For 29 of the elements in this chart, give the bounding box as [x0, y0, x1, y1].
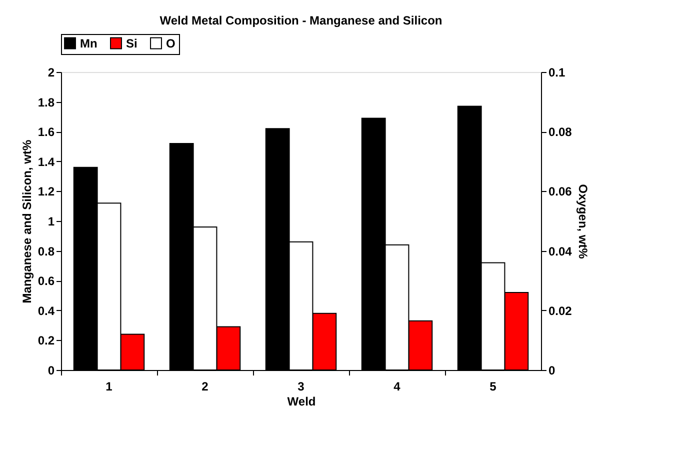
y2-tick-label: 0.02: [548, 304, 572, 318]
y-tick-label: 2: [48, 66, 55, 80]
legend-label: O: [166, 36, 176, 50]
legend-label: Mn: [80, 36, 98, 50]
y2-tick-label: 0.1: [548, 66, 566, 80]
y-tick-label: 1.8: [38, 95, 55, 110]
y-tick-label: 0.6: [38, 274, 55, 288]
y-tick-label: 1: [48, 214, 55, 228]
y-tick-label: 0.4: [38, 304, 55, 318]
chart-title: Weld Metal Composition - Manganese and Silicon: [160, 14, 442, 28]
y-tick-label: 0.2: [38, 334, 55, 348]
y2-tick-label: 0: [548, 364, 556, 378]
y2-tick-label: 0.06: [548, 184, 572, 199]
y-tick-label: 0: [48, 364, 55, 378]
y-axis-title: Manganese and Silicon, wt%: [20, 139, 34, 304]
y2-tick-label: 0.04: [548, 244, 572, 258]
y-tick-label: 1.2: [38, 184, 55, 199]
x-tick-label: 5: [490, 380, 497, 394]
x-tick-label: 3: [298, 380, 305, 394]
y-tick-label: 1.6: [38, 125, 55, 140]
x-axis-title: Weld: [287, 394, 316, 408]
x-tick-label: 4: [394, 380, 401, 394]
y-tick-label: 1.4: [38, 154, 55, 169]
x-tick-label: 1: [106, 380, 113, 394]
y2-tick-label: 0.08: [548, 125, 572, 140]
legend-label: Si: [126, 36, 138, 50]
y2-axis-title: Oxygen, wt%: [576, 184, 590, 260]
x-tick-label: 2: [202, 380, 209, 394]
y-tick-label: 0.8: [38, 244, 55, 258]
